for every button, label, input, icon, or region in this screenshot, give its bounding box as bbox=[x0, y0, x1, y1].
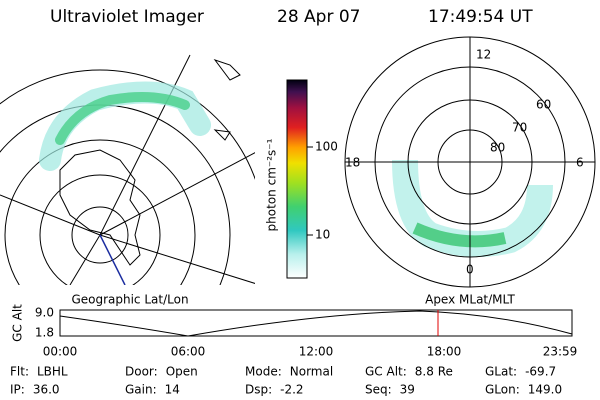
footer-value: 149.0 bbox=[528, 383, 562, 397]
altitude-xtick: 00:00 bbox=[43, 345, 78, 359]
footer-label: Door: bbox=[125, 365, 158, 379]
altitude-y-label: GC Alt bbox=[11, 304, 25, 342]
altitude-xtick: 12:00 bbox=[299, 345, 334, 359]
mlat-label: 60 bbox=[536, 98, 551, 112]
footer-label: Flt: bbox=[10, 365, 29, 379]
colorbar-label: photon cm⁻²s⁻¹ bbox=[265, 138, 279, 231]
footer-value: 36.0 bbox=[33, 383, 60, 397]
footer-label: Seq: bbox=[365, 383, 392, 397]
footer-label: GLat: bbox=[485, 365, 517, 379]
altitude-plot-frame bbox=[59, 309, 573, 337]
mlt-label: 6 bbox=[576, 156, 584, 170]
footer-label: Dsp: bbox=[245, 383, 272, 397]
footer-label: Gain: bbox=[125, 383, 157, 397]
footer-value: 8.8 Re bbox=[415, 365, 453, 379]
colorbar-tick-label: 10 bbox=[315, 228, 330, 242]
footer: Flt: LBHL Door: Open Mode: Normal GC Alt: 8.8 R… bbox=[10, 365, 562, 397]
altitude-ytick: 9.0 bbox=[35, 306, 54, 320]
left-panel-label: Geographic Lat/Lon bbox=[71, 293, 188, 307]
altitude-curve bbox=[59, 310, 573, 337]
title: Ultraviolet Imager bbox=[50, 7, 204, 27]
mlt-label: 12 bbox=[476, 48, 491, 62]
mlat-label: 80 bbox=[490, 141, 505, 155]
geographic-map bbox=[0, 54, 255, 285]
footer-label: Mode: bbox=[245, 365, 282, 379]
mlt-label: 0 bbox=[466, 263, 474, 277]
altitude-xtick: 06:00 bbox=[171, 345, 206, 359]
mlat-label: 70 bbox=[512, 121, 527, 135]
footer-label: GC Alt: bbox=[365, 365, 407, 379]
footer-value: Open bbox=[166, 365, 198, 379]
footer-value: -69.7 bbox=[525, 365, 556, 379]
colorbar bbox=[286, 79, 308, 279]
mlt-label: 18 bbox=[345, 156, 360, 170]
polar-map bbox=[344, 36, 596, 288]
right-panel-label: Apex MLat/MLT bbox=[425, 293, 515, 307]
altitude-xtick: 18:00 bbox=[427, 345, 462, 359]
footer-value: 39 bbox=[400, 383, 415, 397]
date: 28 Apr 07 bbox=[277, 7, 360, 27]
footer-label: GLon: bbox=[485, 383, 520, 397]
altitude-xtick: 23:59 bbox=[543, 345, 578, 359]
footer-value: Normal bbox=[290, 365, 333, 379]
footer-value: LBHL bbox=[37, 365, 68, 379]
altitude-ytick: 1.8 bbox=[35, 326, 54, 340]
footer-value: -2.2 bbox=[280, 383, 303, 397]
colorbar-tick-label: 100 bbox=[315, 140, 338, 154]
time: 17:49:54 UT bbox=[428, 7, 533, 27]
footer-label: IP: bbox=[10, 383, 25, 397]
footer-value: 14 bbox=[165, 383, 180, 397]
